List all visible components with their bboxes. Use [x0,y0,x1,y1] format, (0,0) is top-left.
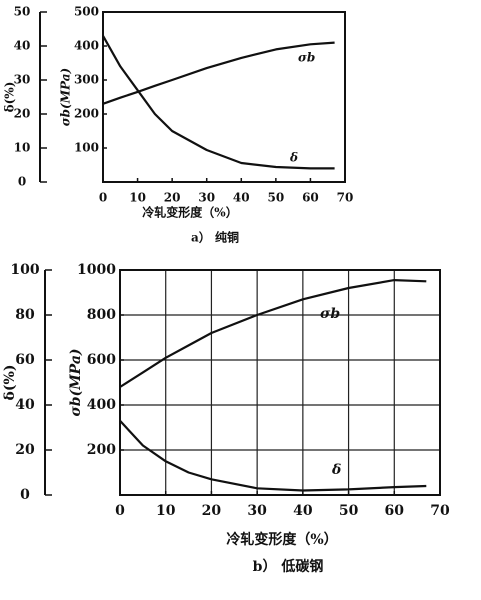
x-tick-label: 0 [99,191,107,205]
x-tick-label: 40 [233,191,250,205]
x-axis-title: 冷轧变形度（%） [142,205,237,220]
data-line [102,41,335,105]
y2-tick-label: 1000 [77,262,116,278]
data-line [119,420,427,492]
x-tick-label: 10 [129,191,146,205]
y-tick-label: 100 [10,262,39,278]
caption: a） 纯铜 [191,230,239,245]
y-tick-label: 60 [15,352,35,368]
x-tick-label: 10 [156,503,176,519]
x-tick-label: 20 [164,191,181,205]
data-line [102,35,335,170]
series-label: δ [331,462,341,478]
series-label: σb [298,51,315,65]
y2-tick-label: 300 [74,73,99,87]
y-tick-label: 0 [20,487,30,503]
x-tick-label: 20 [202,503,222,519]
x-tick-label: 60 [302,191,319,205]
plot-frame [119,269,441,496]
y-tick-label: 50 [14,5,31,19]
y2-tick-label: 100 [74,141,99,155]
x-tick-label: 60 [385,503,405,519]
x-tick-label: 50 [339,503,359,519]
x-tick-label: 50 [268,191,285,205]
y-tick-label: 20 [14,107,31,121]
y2-tick-label: 600 [87,352,116,368]
plot-frame [102,11,346,183]
chart: 0 10 20 30 40 50 60 70 0 20 40 60 80 100 200 400 600 800 1… [2,262,450,575]
y-tick-label: 0 [18,175,26,189]
y2-tick-label: 400 [74,39,99,53]
x-tick-label: 70 [430,503,450,519]
y-tick-label: 20 [15,442,35,458]
chart: 0 10 20 30 40 50 60 70 0 10 20 30 40 50 100 200 300 400 50… [3,5,354,245]
y-tick-label: 10 [14,141,31,155]
series-label: δ [289,151,298,165]
x-tick-label: 30 [198,191,215,205]
y2-axis-title: σb(MPa) [68,348,84,416]
x-tick-label: 0 [115,503,125,519]
y2-axis-title: σb(MPa) [59,68,73,126]
y2-tick-label: 200 [87,442,116,458]
y2-tick-label: 500 [74,5,99,19]
y2-tick-label: 200 [74,107,99,121]
data-line [119,279,427,388]
caption: b） 低碳钢 [253,558,324,575]
y-tick-label: 40 [15,397,35,413]
x-tick-label: 40 [293,503,313,519]
y2-tick-label: 400 [87,397,116,413]
y-axis-title: δ(%) [2,365,18,401]
x-axis-title: 冷轧变形度（%） [226,531,337,548]
y-axis-title: δ(%) [3,82,17,113]
y2-tick-label: 800 [87,307,116,323]
x-tick-label: 70 [337,191,354,205]
y-tick-label: 30 [14,73,31,87]
x-tick-label: 30 [247,503,267,519]
y-tick-label: 80 [15,307,35,323]
y-tick-label: 40 [14,39,31,53]
series-label: σb [320,306,340,322]
